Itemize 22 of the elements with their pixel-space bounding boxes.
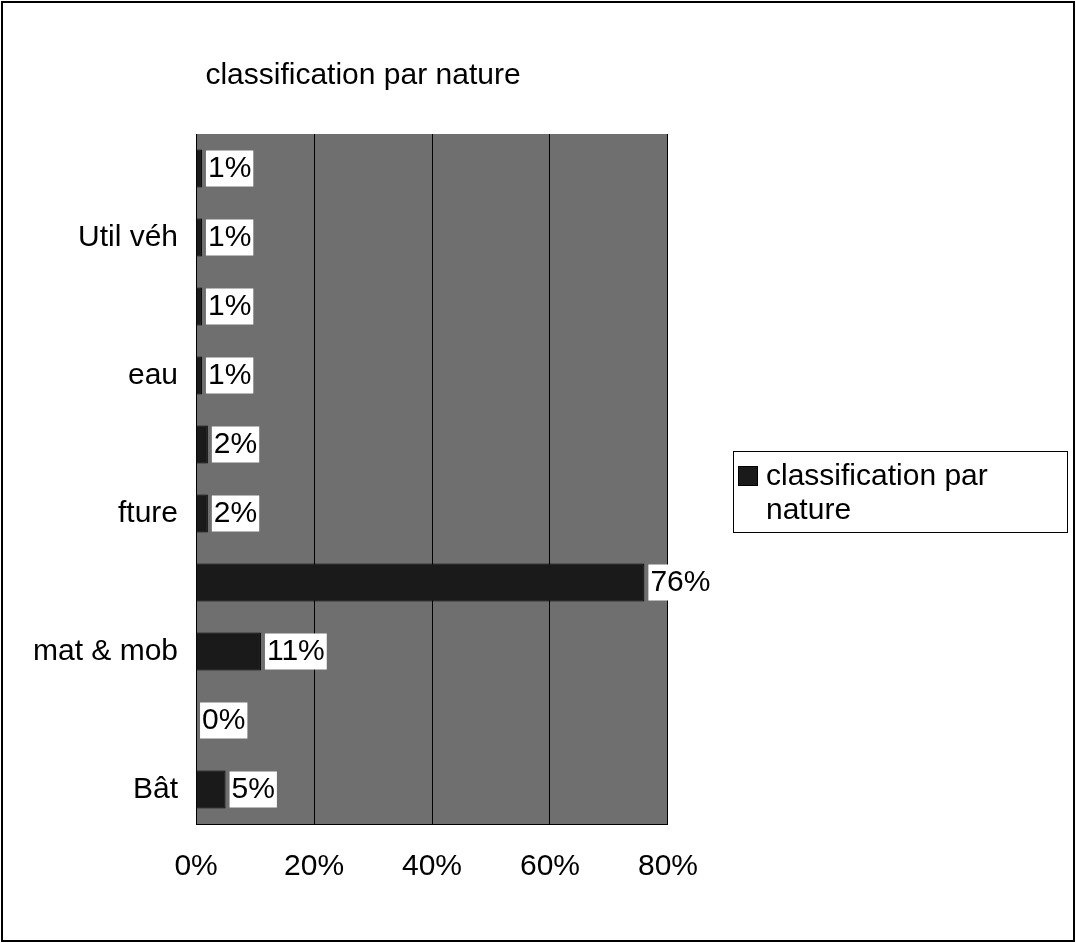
data-label: 5% [231, 770, 275, 804]
x-tick-label: 20% [284, 848, 345, 882]
data-label: 2% [213, 494, 258, 528]
data-label: 0% [202, 701, 246, 735]
data-label: 2% [213, 425, 258, 459]
legend-label: classification par nature [766, 457, 989, 526]
y-tick-label: Bât [133, 770, 179, 804]
x-tick-label: 60% [519, 848, 581, 882]
data-label: 1% [207, 287, 252, 321]
data-label: 76% [650, 563, 711, 597]
y-tick-label: mat & mob [32, 632, 179, 666]
x-tick-label: 0% [174, 848, 218, 882]
x-tick-label: 40% [401, 848, 463, 882]
chart-title: classification par nature [205, 57, 521, 91]
data-label: 1% [207, 218, 252, 252]
y-tick-label: Util véh [78, 218, 179, 252]
x-tick-label: 80% [637, 848, 698, 882]
y-tick-label: fture [118, 494, 179, 528]
data-label: 1% [207, 356, 252, 390]
data-label: 1% [207, 149, 252, 183]
data-label: 11% [266, 632, 325, 666]
y-tick-label: eau [127, 356, 179, 390]
